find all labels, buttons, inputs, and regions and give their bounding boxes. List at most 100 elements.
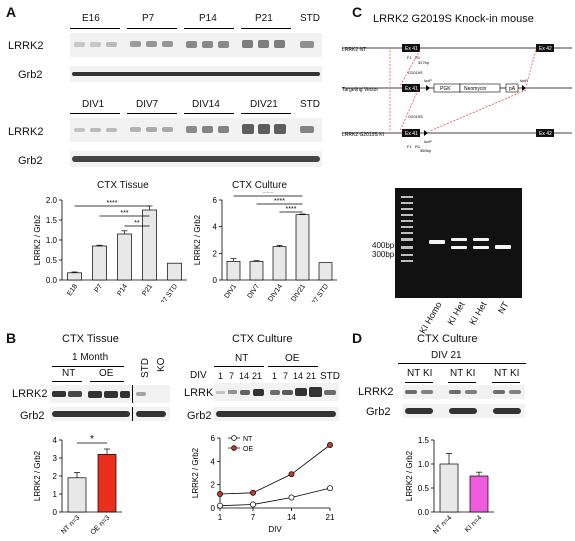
x-axis-label: DIV (268, 525, 282, 534)
y-tick-label: 0 (213, 276, 218, 285)
y-tick-label: 3 (53, 454, 58, 463)
svg-text:Ex 42: Ex 42 (539, 46, 552, 52)
tick-div-14: 14 (293, 371, 304, 381)
blot-label-lrrk2: LRRK2 (8, 126, 44, 138)
y-tick-label: 2.0 (46, 196, 58, 205)
label-nt: NT (235, 353, 249, 364)
bar (226, 260, 241, 281)
y-tick-label: 0.5 (418, 484, 430, 493)
chart-title-ctx-culture: CTX Culture (232, 180, 288, 191)
bar (142, 209, 157, 281)
header-line (398, 363, 526, 364)
y-tick-label: 1.0 (418, 460, 430, 469)
chart-title-ctx-tissue: CTX Tissue (97, 180, 149, 191)
lane-ki: KI (510, 368, 520, 379)
lane-nt: NT (450, 368, 464, 379)
data-point (250, 501, 256, 508)
svg-text:Ex 41: Ex 41 (405, 131, 418, 137)
label-std: STD (140, 358, 151, 378)
header-line (492, 382, 520, 383)
x-tick-label: 14 (287, 513, 296, 522)
svg-text:F1: F1 (407, 144, 412, 149)
bar (67, 477, 87, 513)
y-axis-label: LRRK2 / Grb2 (193, 214, 202, 265)
y-tick-label: 1 (53, 490, 58, 499)
y-tick-label: 4 (53, 436, 58, 445)
bar (249, 260, 264, 281)
chart-b-culture-line: 0 2 4 6 1 7 14 21 DIV LRRK2 / Grb2 NT OE (191, 434, 335, 534)
header-line (241, 113, 291, 114)
header-p7: P7 (142, 13, 155, 24)
western-blot-grb2-tissue (70, 66, 322, 82)
data-point (288, 471, 295, 478)
header-line (70, 28, 120, 29)
header-line (52, 381, 82, 382)
significance-label: **** (263, 192, 274, 197)
header-std: STD (300, 99, 320, 110)
header-line (405, 382, 433, 383)
y-tick-label: 2 (53, 472, 58, 481)
header-div1: DIV1 (82, 99, 105, 110)
label-div: DIV (190, 370, 207, 381)
title-ctx-culture-d: CTX Culture (417, 333, 478, 345)
x-tick-label: P7 STD (310, 283, 330, 302)
tick-div-7: 7 (229, 371, 235, 381)
y-tick-label: 4 (213, 223, 218, 232)
row-label-nt: LRRK2 NT (342, 47, 366, 53)
blot-label-grb2: Grb2 (366, 406, 391, 418)
header-line (52, 366, 124, 367)
svg-text:loxP: loxP (424, 78, 432, 83)
svg-text:327bp: 327bp (418, 60, 430, 65)
y-tick-label: 0 (53, 508, 58, 517)
western-blot-lrrk2-b-culture (214, 383, 339, 401)
header-std: STD (300, 13, 320, 24)
svg-text:G2019S: G2019S (408, 114, 423, 119)
header-line (127, 28, 177, 29)
header-div21: DIV21 (250, 99, 278, 110)
bar (97, 454, 117, 513)
x-tick-label: DIV21 (290, 283, 307, 302)
western-blot-grb2-b-culture (214, 407, 339, 421)
y-axis-label: LRRK2 / Grb2 (33, 214, 42, 265)
x-tick-label: DIV7 (246, 283, 261, 300)
svg-text:F1: F1 (407, 55, 412, 60)
header-e16: E16 (82, 13, 100, 24)
header-div14: DIV14 (192, 99, 220, 110)
x-tick-label: 7 (251, 513, 256, 522)
label-div21: DIV 21 (431, 350, 462, 361)
svg-text:Neomycin: Neomycin (464, 86, 486, 92)
bar (92, 245, 107, 281)
agarose-gel-image (395, 188, 522, 298)
y-tick-label: 1.5 (418, 436, 430, 445)
y-tick-label: 1.0 (46, 236, 58, 245)
header-line (448, 382, 476, 383)
title-ctx-culture-b: CTX Culture (232, 333, 293, 345)
neomycin-box (459, 83, 501, 93)
x-tick-label: OE n=3 (90, 514, 112, 536)
blot-label-grb2: Grb2 (18, 69, 43, 81)
row-label-vector: Targeting Vector (342, 87, 378, 93)
title-ctx-tissue-b: CTX Tissue (62, 333, 119, 345)
data-point (327, 485, 333, 492)
bar (295, 214, 310, 281)
label-oe: OE (285, 353, 300, 364)
header-line (184, 28, 234, 29)
header-div7: DIV7 (136, 99, 159, 110)
y-tick-label: 4 (211, 457, 216, 466)
lane-ki: KI (466, 368, 476, 379)
label-1-month: 1 Month (72, 352, 109, 363)
tick-div-21: 21 (306, 371, 317, 381)
chart-b-tissue: 0 1 2 3 4 LRRK2 / Grb2 NT n=3 OE n=3 * (33, 434, 122, 536)
header-line (70, 113, 120, 114)
label-oe: OE (99, 368, 114, 379)
bar (469, 475, 489, 513)
blot-label-lrrk2: LRRK2 (12, 388, 48, 400)
blot-label-lrrk2: LRRK2 (8, 40, 44, 52)
y-axis-label: LRRK2 / Grb2 (191, 447, 200, 498)
header-line (90, 381, 124, 382)
blot-label-grb2: Grb2 (18, 155, 43, 167)
y-axis-label: LRRK2 / Grb2 (33, 450, 42, 501)
blot-label-grb2: Grb2 (187, 410, 212, 422)
chart-ctx-tissue: 0.0 0.5 1.0 1.5 2.0 LRRK2 / Grb2 E18 P7 P14 P21 P7… (33, 196, 187, 302)
y-tick-label: 0.0 (418, 508, 430, 517)
